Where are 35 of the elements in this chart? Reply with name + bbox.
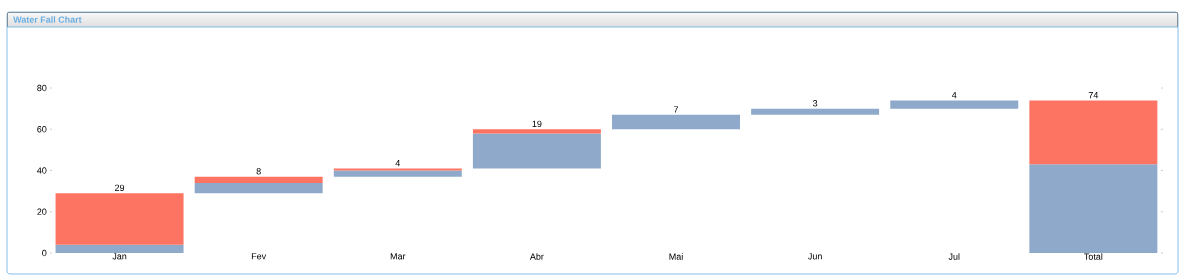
bar <box>333 168 462 171</box>
total-label: 4 <box>951 92 957 99</box>
y-tick-label: 0 <box>42 249 47 257</box>
bar <box>55 193 184 245</box>
total-label: 8 <box>256 168 261 175</box>
chart-title: Water Fall Chart <box>13 16 82 23</box>
total-label: 7 <box>673 106 679 113</box>
x-tick-label: Abr <box>529 253 544 260</box>
bar <box>472 133 601 169</box>
total-label: 19 <box>532 120 542 128</box>
total-label: 74 <box>1088 92 1099 99</box>
bar <box>1029 164 1158 253</box>
total-label: 3 <box>812 100 818 107</box>
bar <box>1029 100 1158 165</box>
y-tick-label: 60 <box>37 126 47 133</box>
x-tick-label: Fev <box>251 253 267 260</box>
x-tick-label: Total <box>1084 253 1103 260</box>
bar <box>55 244 184 253</box>
bar <box>890 100 1019 109</box>
bar <box>333 170 462 177</box>
x-tick-label: Jan <box>112 253 127 260</box>
bar <box>612 114 740 130</box>
x-tick-label: Mar <box>390 253 406 260</box>
bar <box>751 108 880 115</box>
bar <box>194 176 323 183</box>
y-tick-label: 20 <box>37 208 47 215</box>
x-tick-label: Jun <box>808 253 822 260</box>
y-tick-label: 40 <box>37 167 47 174</box>
x-tick-label: Jul <box>948 253 960 260</box>
bar <box>472 129 601 134</box>
x-tick-label: Mai <box>669 253 683 260</box>
total-label: 4 <box>395 160 401 167</box>
total-label: 29 <box>115 184 125 191</box>
bar <box>194 182 323 194</box>
y-tick-label: 80 <box>37 84 47 92</box>
